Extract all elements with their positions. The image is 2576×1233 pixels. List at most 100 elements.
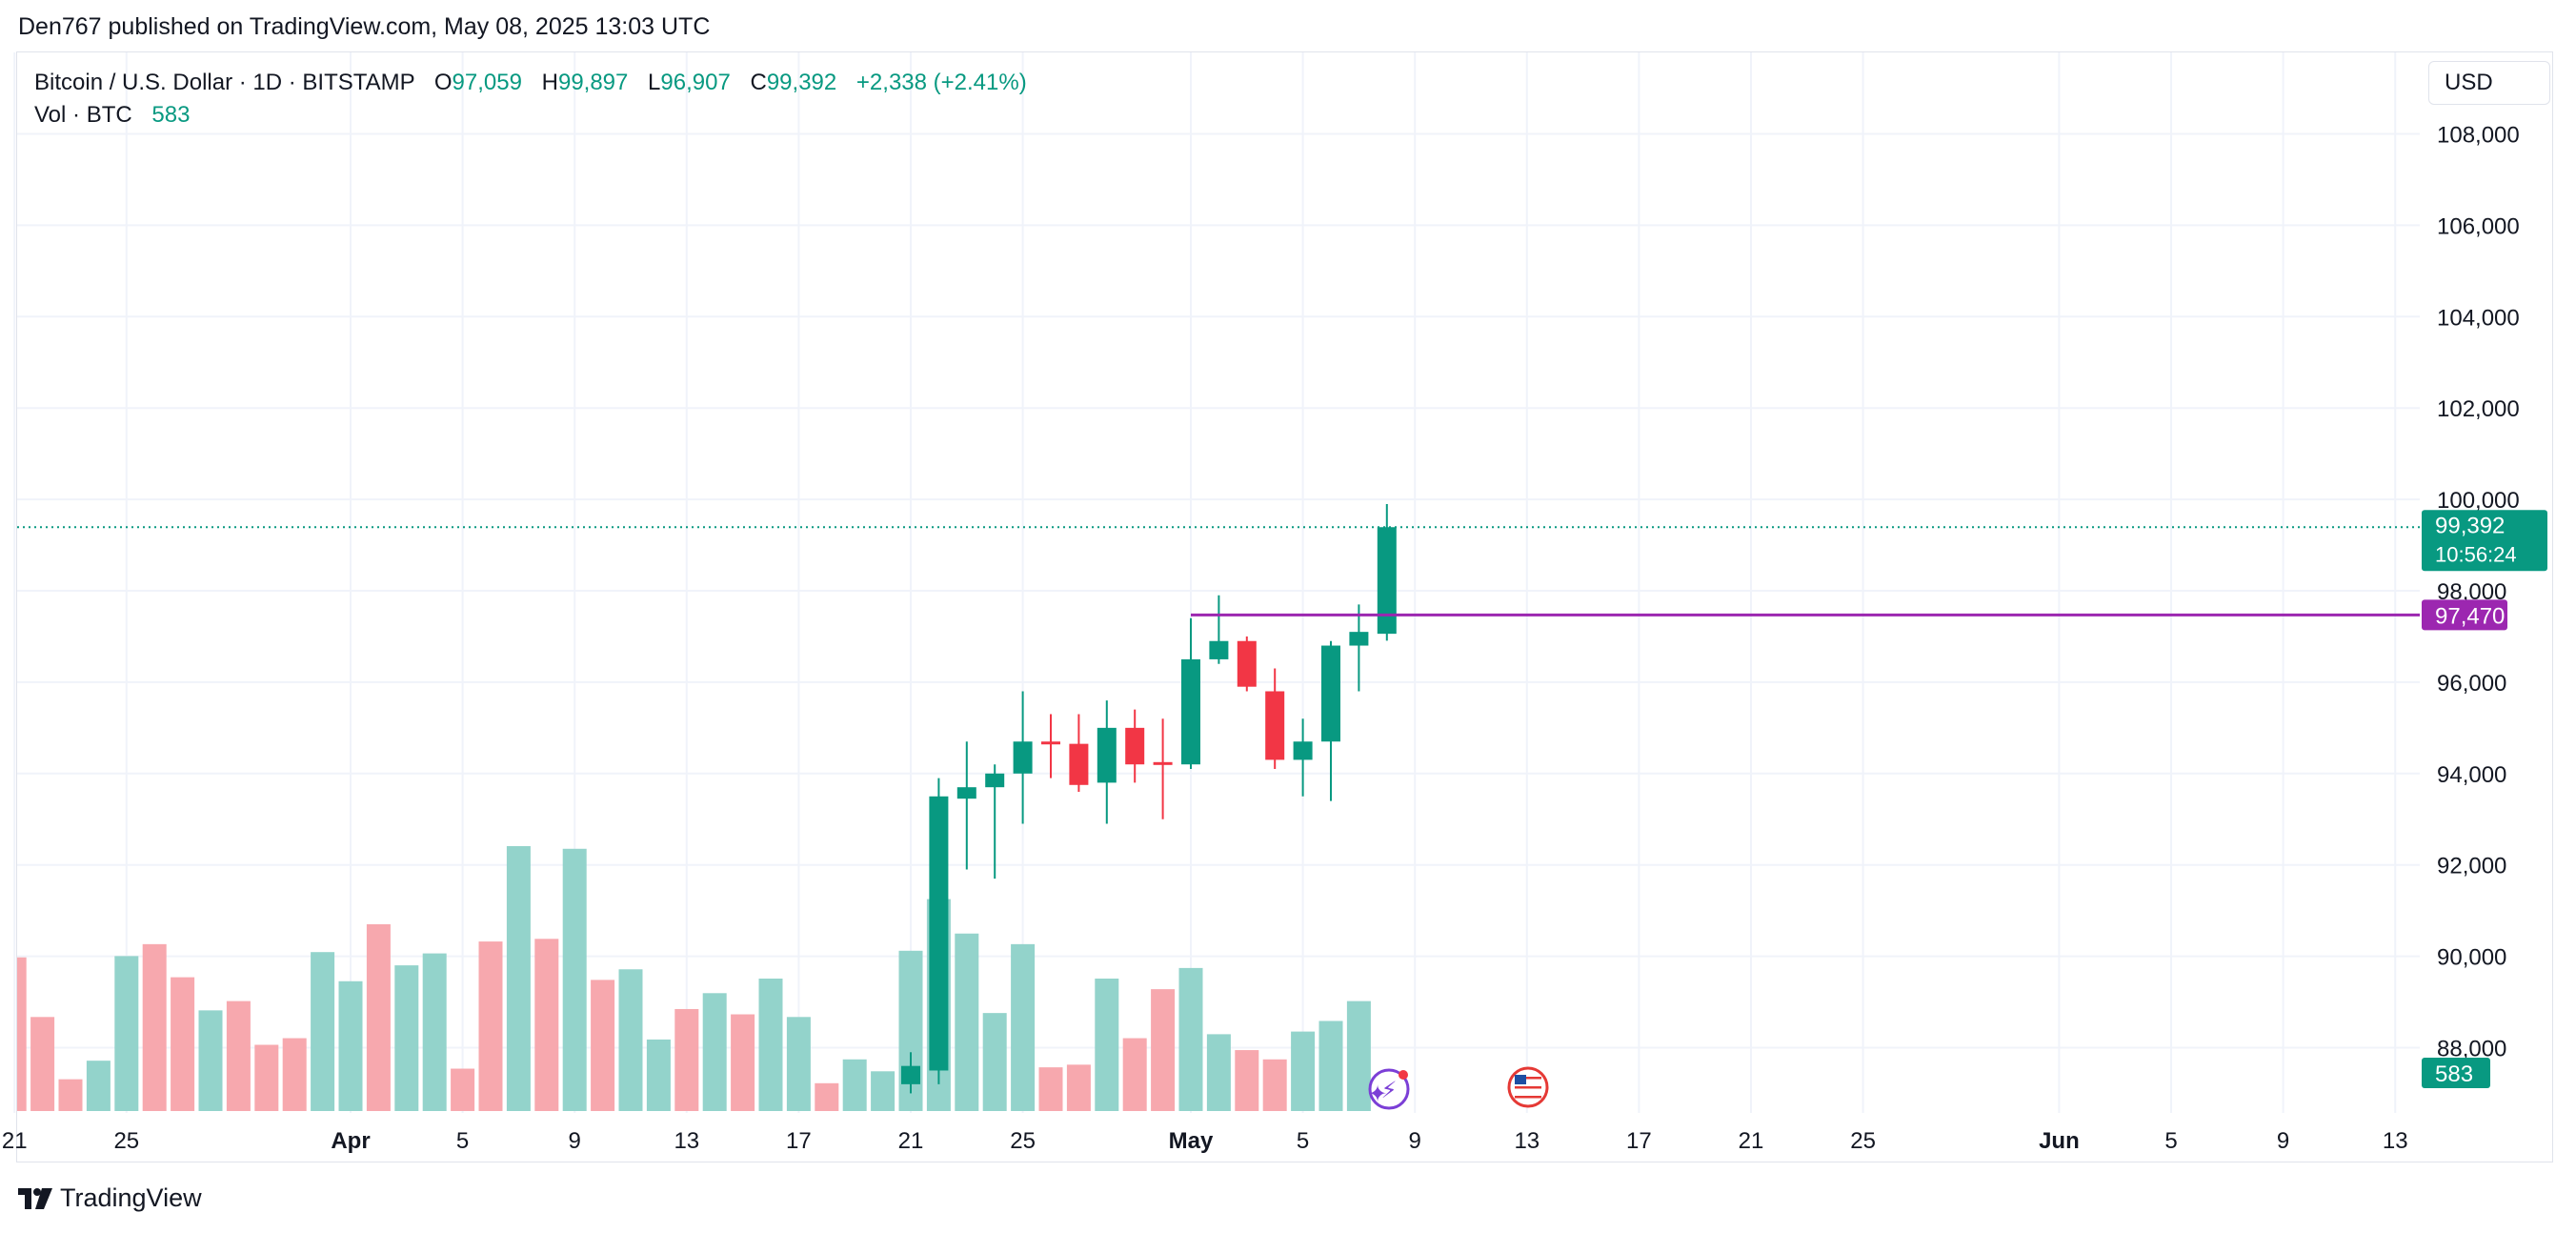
high-label: H	[541, 70, 558, 95]
date-tick-label: 21	[898, 1128, 924, 1154]
volume-bar	[86, 1061, 111, 1111]
date-tick-label: 21	[2, 1128, 28, 1154]
currency-button[interactable]: USD	[2428, 61, 2550, 105]
volume-bar	[1291, 1031, 1316, 1111]
volume-badge	[2422, 1058, 2490, 1088]
candles	[901, 504, 1397, 1094]
volume-bar	[394, 965, 419, 1111]
volume-bar	[366, 924, 391, 1111]
change-value: +2,338 (+2.41%)	[855, 70, 1027, 95]
lightning-icon-glyph: ⚡	[1381, 1078, 1398, 1103]
tradingview-logo-icon	[18, 1187, 52, 1209]
flag-stripe	[1515, 1081, 1541, 1084]
date-tick-label: 13	[2383, 1128, 2408, 1154]
last-price-badge	[2422, 510, 2547, 572]
date-tick-label: 5	[2164, 1128, 2177, 1154]
price-tick-label: 106,000	[2437, 213, 2520, 239]
volume-bar	[478, 941, 503, 1111]
volume-bar	[17, 957, 27, 1111]
tradingview-brand[interactable]: TradingView	[18, 1183, 202, 1213]
axes: 88,00090,00092,00094,00096,00098,000100,…	[2, 123, 2547, 1154]
high-value: 99,897	[557, 70, 629, 95]
notification-dot	[1399, 1070, 1408, 1080]
volume-bar	[506, 846, 531, 1111]
ohlc-row: Bitcoin / U.S. Dollar · 1D · BITSTAMP O 9…	[34, 67, 1027, 99]
flag-stripe	[1515, 1086, 1541, 1089]
date-tick-label: Apr	[331, 1128, 370, 1154]
volume-bar	[815, 1082, 839, 1111]
date-tick-label: Jun	[2039, 1128, 2080, 1154]
date-tick-label: 13	[674, 1128, 699, 1154]
us-flag-event-icon[interactable]	[1507, 1066, 1549, 1108]
line-price-badge	[2422, 599, 2507, 631]
volume-bar	[1346, 1001, 1371, 1111]
candle-body	[1153, 761, 1173, 765]
open-label: O	[433, 70, 453, 95]
candle-body	[1125, 727, 1145, 765]
lightning-icon-ring	[1368, 1068, 1410, 1110]
volume-pane	[17, 846, 1371, 1111]
volume-bar	[198, 1010, 223, 1111]
volume-bar	[1318, 1021, 1343, 1111]
date-tick-label: 25	[113, 1128, 139, 1154]
price-tick-label: 102,000	[2437, 396, 2520, 422]
symbol-title[interactable]: Bitcoin / U.S. Dollar · 1D · BITSTAMP	[34, 70, 415, 95]
volume-bar	[114, 956, 139, 1111]
date-tick-label: 5	[1297, 1128, 1309, 1154]
last-price-label: 99,392	[2435, 513, 2505, 538]
volume-bar	[1262, 1059, 1287, 1111]
candle-body	[1069, 743, 1089, 785]
volume-bar	[1122, 1038, 1147, 1111]
candle-body	[1209, 640, 1229, 659]
overlays: ⚡✦	[17, 526, 2420, 1110]
volume-bar	[1011, 943, 1036, 1111]
candle-body	[1181, 658, 1200, 765]
grid	[13, 52, 2420, 1113]
volume-bar	[982, 1013, 1007, 1111]
close-value: 99,392	[766, 70, 837, 95]
volume-bar	[955, 933, 979, 1111]
volume-bar	[58, 1079, 83, 1111]
candle-body	[1237, 640, 1257, 687]
date-tick-label: 17	[1626, 1128, 1652, 1154]
price-tick-label: 104,000	[2437, 305, 2520, 331]
date-tick-label: 5	[456, 1128, 469, 1154]
price-tick-label: 108,000	[2437, 123, 2520, 149]
volume-bar	[311, 952, 335, 1111]
date-tick-label: 9	[2277, 1128, 2289, 1154]
date-tick-label: May	[1169, 1128, 1214, 1154]
date-tick-label: 9	[1409, 1128, 1421, 1154]
candle-body	[1041, 741, 1060, 745]
low-label: L	[648, 70, 661, 95]
volume-value: 583	[151, 102, 191, 128]
candle-body	[1293, 741, 1313, 760]
candle-body	[1265, 691, 1285, 760]
flag-canton	[1515, 1075, 1526, 1084]
lightning-event-icon[interactable]: ⚡✦	[1368, 1068, 1410, 1110]
candle-body	[1097, 727, 1117, 783]
date-tick-label: 9	[569, 1128, 581, 1154]
flag-stripe	[1515, 1096, 1541, 1099]
price-tick-label: 94,000	[2437, 762, 2506, 788]
publisher-caption: Den767 published on TradingView.com, May…	[18, 13, 711, 40]
flag-stripe	[1515, 1077, 1541, 1080]
line-price-label: 97,470	[2435, 603, 2505, 629]
volume-bar	[226, 1001, 251, 1111]
chart-frame	[16, 51, 2553, 1162]
countdown-label: 10:56:24	[2435, 542, 2517, 566]
volume-bar	[254, 1044, 279, 1111]
volume-bar	[758, 979, 783, 1111]
date-tick-label: 21	[1739, 1128, 1764, 1154]
candle-body	[985, 773, 1005, 788]
volume-bar	[171, 977, 195, 1111]
date-tick-label: 25	[1850, 1128, 1876, 1154]
sparkle-icon-glyph: ✦	[1368, 1081, 1387, 1107]
volume-bar	[282, 1038, 307, 1111]
candle-body	[1321, 645, 1340, 742]
volume-bar	[731, 1014, 755, 1111]
volume-bar	[30, 1017, 55, 1111]
volume-title[interactable]: Vol · BTC	[34, 102, 132, 128]
volume-bar	[646, 1039, 671, 1111]
volume-bar	[786, 1017, 811, 1111]
